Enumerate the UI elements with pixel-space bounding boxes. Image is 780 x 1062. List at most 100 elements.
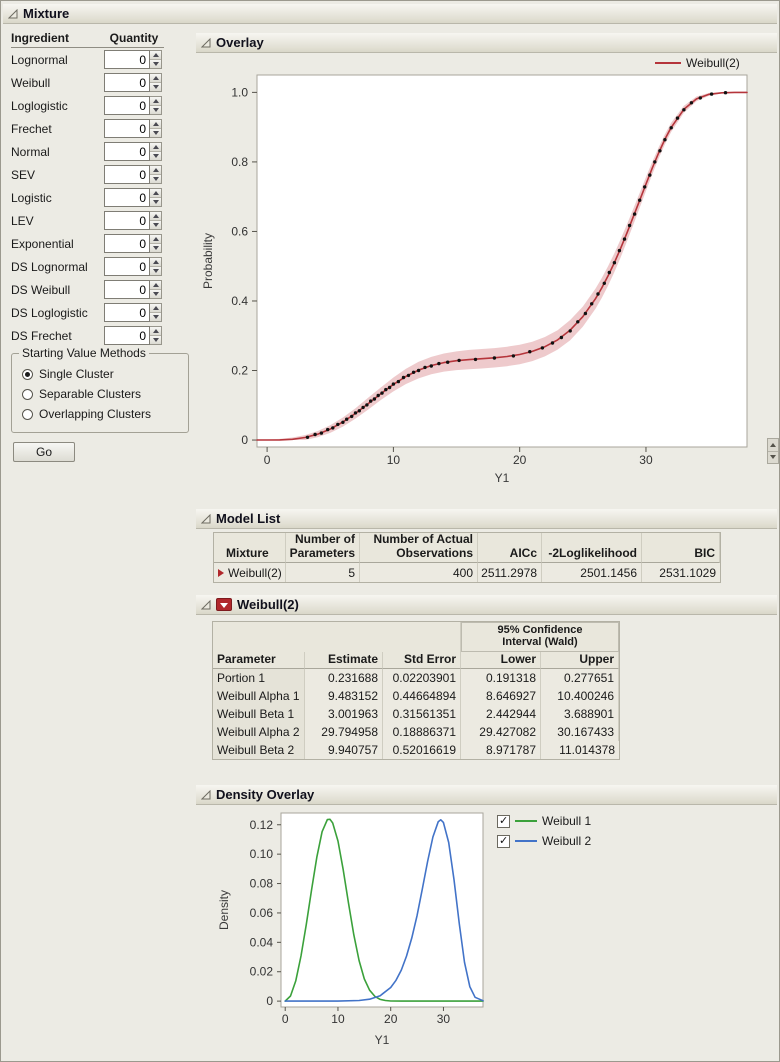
scrollbar-down-button[interactable] <box>768 450 778 464</box>
ingredient-row: DS Frechet <box>11 324 167 347</box>
density-legend: Weibull 1 Weibull 2 <box>497 811 591 851</box>
spinner-up-button[interactable] <box>150 235 161 243</box>
quantity-input-normal[interactable] <box>104 142 150 161</box>
spinner-down-button[interactable] <box>150 312 161 321</box>
spinner-up-button[interactable] <box>150 212 161 220</box>
param-name: Weibull Beta 1 <box>213 705 305 723</box>
svg-text:1.0: 1.0 <box>231 85 248 99</box>
spinner-up-button[interactable] <box>150 281 161 289</box>
vertical-scrollbar[interactable] <box>767 438 779 464</box>
red-triangle-menu-button[interactable] <box>216 598 232 611</box>
ingredient-row: Lognormal <box>11 48 167 71</box>
svg-text:0.08: 0.08 <box>250 877 274 891</box>
spinner-down-button[interactable] <box>150 335 161 344</box>
checkbox-weibull1[interactable] <box>497 814 510 828</box>
disclosure-triangle-icon[interactable] <box>201 599 211 610</box>
quantity-input-lognormal[interactable] <box>104 50 150 69</box>
ingredient-label: Loglogistic <box>11 98 68 113</box>
svg-text:0: 0 <box>264 453 271 467</box>
spinner-down-button[interactable] <box>150 174 161 183</box>
quantity-input-ds-loglogistic[interactable] <box>104 303 150 322</box>
go-button[interactable]: Go <box>13 442 75 462</box>
radio-overlapping-clusters[interactable] <box>22 408 33 420</box>
ingredient-row: Logistic <box>11 186 167 209</box>
spinner-up-button[interactable] <box>150 97 161 105</box>
param-name: Weibull Beta 2 <box>213 741 305 759</box>
legend-label: Weibull 1 <box>542 814 592 828</box>
spinner-up-button[interactable] <box>150 143 161 151</box>
svg-text:Probability: Probability <box>201 233 215 289</box>
param-name: Weibull Alpha 2 <box>213 723 305 741</box>
scrollbar-up-button[interactable] <box>768 439 778 451</box>
spinner-down-button[interactable] <box>150 128 161 137</box>
spinner-up-button[interactable] <box>150 189 161 197</box>
quantity-input-ds-weibull[interactable] <box>104 280 150 299</box>
quantity-input-ds-frechet[interactable] <box>104 326 150 345</box>
parameter-estimates-table: 95% Confidence Interval (Wald) Parameter… <box>212 621 620 760</box>
radio-single-cluster[interactable] <box>22 368 33 380</box>
spinner-down-button[interactable] <box>150 59 161 68</box>
density-overlay-outline-header: Density Overlay <box>196 785 777 805</box>
disclosure-triangle-icon[interactable] <box>201 789 211 800</box>
spinner-down-button[interactable] <box>150 197 161 206</box>
spinner-up-button[interactable] <box>150 120 161 128</box>
spinner-down-button[interactable] <box>150 266 161 275</box>
spinner-up-button[interactable] <box>150 327 161 335</box>
svg-text:10: 10 <box>331 1012 345 1026</box>
spinner-down-button[interactable] <box>150 220 161 229</box>
svg-text:30: 30 <box>639 453 653 467</box>
legend-line-weibull2 <box>515 840 537 842</box>
ingredient-label: Weibull <box>11 75 51 90</box>
checkbox-weibull2[interactable] <box>497 834 510 848</box>
svg-text:0.02: 0.02 <box>250 965 274 979</box>
svg-text:0.10: 0.10 <box>250 847 274 861</box>
quantity-input-exponential[interactable] <box>104 234 150 253</box>
spinner-down-button[interactable] <box>150 243 161 252</box>
spinner-up-button[interactable] <box>150 304 161 312</box>
quantity-spinner <box>150 142 162 161</box>
quantity-spinner <box>150 211 162 230</box>
svg-text:0.6: 0.6 <box>231 224 248 238</box>
radio-label: Separable Clusters <box>39 387 142 401</box>
spinner-down-button[interactable] <box>150 105 161 114</box>
radio-row-single-cluster[interactable]: Single Cluster <box>22 365 188 383</box>
disclosure-triangle-icon[interactable] <box>8 8 18 19</box>
table-row-mixture-cell[interactable]: Weibull(2) <box>214 563 286 582</box>
ci-lower-value: 8.646927 <box>461 687 541 705</box>
disclosure-triangle-icon[interactable] <box>201 513 211 524</box>
spinner-up-button[interactable] <box>150 51 161 59</box>
red-triangle-icon[interactable] <box>218 568 224 577</box>
radio-row-overlapping-clusters[interactable]: Overlapping Clusters <box>22 405 188 423</box>
overlay-legend: Weibull(2) <box>655 56 740 70</box>
svg-text:20: 20 <box>384 1012 398 1026</box>
cell-2loglikelihood: 2501.1456 <box>542 563 642 582</box>
quantity-input-lev[interactable] <box>104 211 150 230</box>
disclosure-triangle-icon[interactable] <box>201 37 211 48</box>
spinner-down-button[interactable] <box>150 151 161 160</box>
ci-upper-value: 30.167433 <box>541 723 619 741</box>
cell-num-observations: 400 <box>360 563 478 582</box>
model-name: Weibull(2) <box>228 565 282 580</box>
weibull2-outline-header: Weibull(2) <box>196 595 777 615</box>
svg-text:20: 20 <box>513 453 527 467</box>
spinner-down-button[interactable] <box>150 82 161 91</box>
quantity-input-frechet[interactable] <box>104 119 150 138</box>
spinner-up-button[interactable] <box>150 74 161 82</box>
quantity-input-weibull[interactable] <box>104 73 150 92</box>
spinner-up-button[interactable] <box>150 166 161 174</box>
estimate-value: 0.231688 <box>305 669 383 687</box>
ci-lower-value: 29.427082 <box>461 723 541 741</box>
quantity-input-sev[interactable] <box>104 165 150 184</box>
quantity-input-loglogistic[interactable] <box>104 96 150 115</box>
cell-aicc: 2511.2978 <box>478 563 542 582</box>
estimate-value: 9.940757 <box>305 741 383 759</box>
spinner-up-button[interactable] <box>150 258 161 266</box>
col-header-num-observations: Number of Actual Observations <box>360 533 478 563</box>
radio-separable-clusters[interactable] <box>22 388 33 400</box>
quantity-input-logistic[interactable] <box>104 188 150 207</box>
quantity-input-ds-lognormal[interactable] <box>104 257 150 276</box>
radio-row-separable-clusters[interactable]: Separable Clusters <box>22 385 188 403</box>
spinner-down-button[interactable] <box>150 289 161 298</box>
quantity-spinner <box>150 96 162 115</box>
